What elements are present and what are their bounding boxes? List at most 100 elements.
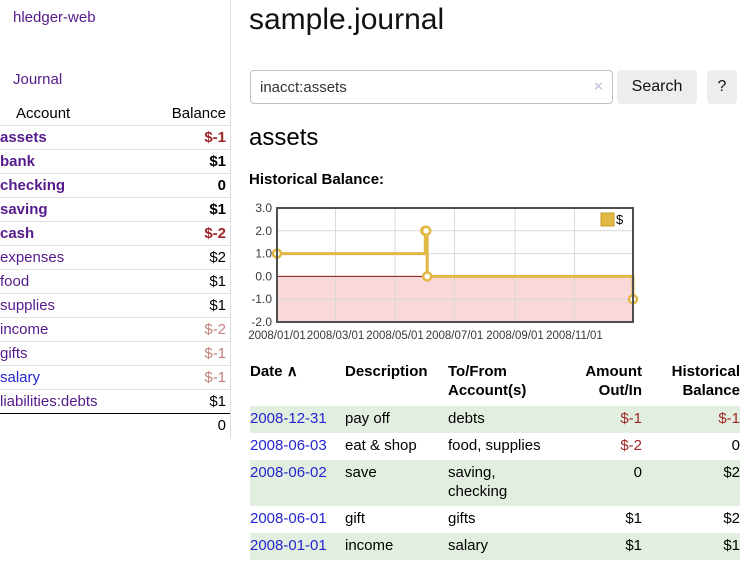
sidebar: hledger-web Journal Account Balance asse… xyxy=(0,0,231,438)
register-row: 2008-06-02 save saving, checking 0 $2 xyxy=(250,460,740,506)
x-tick-label: 2008/09/01 xyxy=(486,330,544,342)
accounts-header-row: Account Balance xyxy=(0,102,230,126)
plot-border xyxy=(276,207,634,323)
sidebar-account-gifts[interactable]: gifts xyxy=(0,345,28,362)
cell-amount: $-1 xyxy=(620,410,642,427)
register-row: 2008-06-01 gift gifts $1 $2 xyxy=(250,506,740,533)
account-row: salary $-1 xyxy=(0,365,230,390)
cell-description: income xyxy=(345,537,394,554)
account-row: cash $-2 xyxy=(0,221,230,246)
column-header-date[interactable]: Date ∧ xyxy=(250,362,345,406)
column-header-balance: Historical Balance xyxy=(671,363,740,399)
transaction-date-link[interactable]: 2008-06-01 xyxy=(250,510,327,527)
sidebar-account-supplies[interactable]: supplies xyxy=(0,297,56,314)
cell-amount: $1 xyxy=(625,510,642,527)
register-row: 2008-06-03 eat & shop food, supplies $-2 0 xyxy=(250,433,740,460)
account-balance: $-1 xyxy=(144,341,230,366)
sidebar-account-liabilities-debts[interactable]: liabilities:debts xyxy=(0,393,98,410)
account-row: expenses $2 xyxy=(0,245,230,270)
sidebar-item-journal[interactable]: Journal xyxy=(13,71,63,88)
sidebar-account-assets[interactable]: assets xyxy=(0,129,47,146)
cell-description: gift xyxy=(345,510,366,527)
sidebar-account-food[interactable]: food xyxy=(0,273,30,290)
transaction-date-link[interactable]: 2008-06-03 xyxy=(250,437,327,454)
cell-date: 2008-06-01 xyxy=(250,506,345,533)
cell-date: 2008-12-31 xyxy=(250,406,345,433)
account-row: liabilities:debts $1 xyxy=(0,389,230,414)
account-balance: $1 xyxy=(144,269,230,294)
transaction-date-link[interactable]: 2008-12-31 xyxy=(250,410,327,427)
column-header-accounts: To/From Account(s) xyxy=(448,363,527,399)
data-point-marker xyxy=(421,271,433,282)
sidebar-account-expenses[interactable]: expenses xyxy=(0,249,65,266)
y-tick-label: 2.0 xyxy=(255,224,272,238)
cell-description: save xyxy=(345,464,377,481)
account-name-cell: saving xyxy=(0,197,145,222)
help-button[interactable]: ? xyxy=(707,70,737,104)
clear-search-icon[interactable]: × xyxy=(594,78,603,95)
cell-amount: $-2 xyxy=(620,437,642,454)
y-tick-label: 0.0 xyxy=(255,269,272,283)
sidebar-account-bank[interactable]: bank xyxy=(0,153,36,170)
search-input[interactable] xyxy=(250,70,613,104)
cell-date: 2008-01-01 xyxy=(250,533,345,560)
x-tick-label: 2008/01/01 xyxy=(248,330,306,342)
x-tick-label: 2008/03/01 xyxy=(307,330,365,342)
account-title: assets xyxy=(249,124,319,151)
sidebar-account-salary[interactable]: salary xyxy=(0,369,41,386)
account-row: checking 0 xyxy=(0,173,230,198)
cell-description: eat & shop xyxy=(345,437,417,454)
account-row: bank $1 xyxy=(0,149,230,174)
accounts-total-value: 0 xyxy=(144,413,230,437)
x-tick-label: 2008/11/01 xyxy=(546,330,603,342)
account-row: saving $1 xyxy=(0,197,230,222)
cell-amount: $1 xyxy=(625,537,642,554)
cell-accounts: saving, checking xyxy=(448,464,508,500)
account-balance: $1 xyxy=(144,197,230,222)
account-row: gifts $-1 xyxy=(0,341,230,366)
account-name-cell: liabilities:debts xyxy=(0,389,145,414)
historical-balance-chart: 3.0 2.0 1.0 0.0 -1.0 -2.0 2008/01/01 2008/03/01… xyxy=(240,198,740,350)
account-name-cell: cash xyxy=(0,221,145,246)
transaction-date-link[interactable]: 2008-06-02 xyxy=(250,464,327,481)
cell-balance: $-1 xyxy=(718,410,740,427)
accounts-header-account: Account xyxy=(16,105,71,122)
account-balance: $-2 xyxy=(144,221,230,246)
account-name-cell: supplies xyxy=(0,293,145,318)
account-balance: $1 xyxy=(144,149,230,174)
cell-amount: 0 xyxy=(633,464,642,481)
sidebar-account-income[interactable]: income xyxy=(0,321,49,338)
cell-balance: $2 xyxy=(723,464,740,481)
sidebar-account-checking[interactable]: checking xyxy=(0,177,66,194)
account-balance: 0 xyxy=(144,173,230,198)
cell-accounts: food, supplies xyxy=(448,437,541,454)
legend-label: $ xyxy=(616,212,624,227)
account-row: income $-2 xyxy=(0,317,230,342)
account-name-cell: gifts xyxy=(0,341,145,366)
register-table: Date ∧ Description To/From Account(s) Am… xyxy=(250,362,740,560)
data-point-marker xyxy=(420,225,432,237)
register-row: 2008-12-31 pay off debts $-1 $-1 xyxy=(250,406,740,433)
sidebar-account-cash[interactable]: cash xyxy=(0,225,35,242)
y-tick-label: 3.0 xyxy=(255,201,272,215)
account-name-cell: bank xyxy=(0,149,145,174)
account-balance: $1 xyxy=(144,293,230,318)
brand-link[interactable]: hledger-web xyxy=(13,9,96,26)
column-header-amount: Amount Out/In xyxy=(585,363,642,399)
page-title: sample.journal xyxy=(249,3,445,36)
accounts-total-row: 0 xyxy=(0,413,230,437)
transaction-date-link[interactable]: 2008-01-01 xyxy=(250,537,327,554)
sidebar-account-saving[interactable]: saving xyxy=(0,201,48,218)
cell-accounts: salary xyxy=(448,537,489,554)
date-column-label: Date xyxy=(250,363,283,380)
account-row: supplies $1 xyxy=(0,293,230,318)
search-button[interactable]: Search xyxy=(617,70,697,104)
accounts-total-spacer xyxy=(0,413,145,437)
x-tick-label: 2008/07/01 xyxy=(426,330,484,342)
account-name-cell: checking xyxy=(0,173,145,198)
account-row: food $1 xyxy=(0,269,230,294)
cell-balance: 0 xyxy=(731,437,740,454)
cell-date: 2008-06-02 xyxy=(250,460,345,506)
account-balance: $-1 xyxy=(144,365,230,390)
